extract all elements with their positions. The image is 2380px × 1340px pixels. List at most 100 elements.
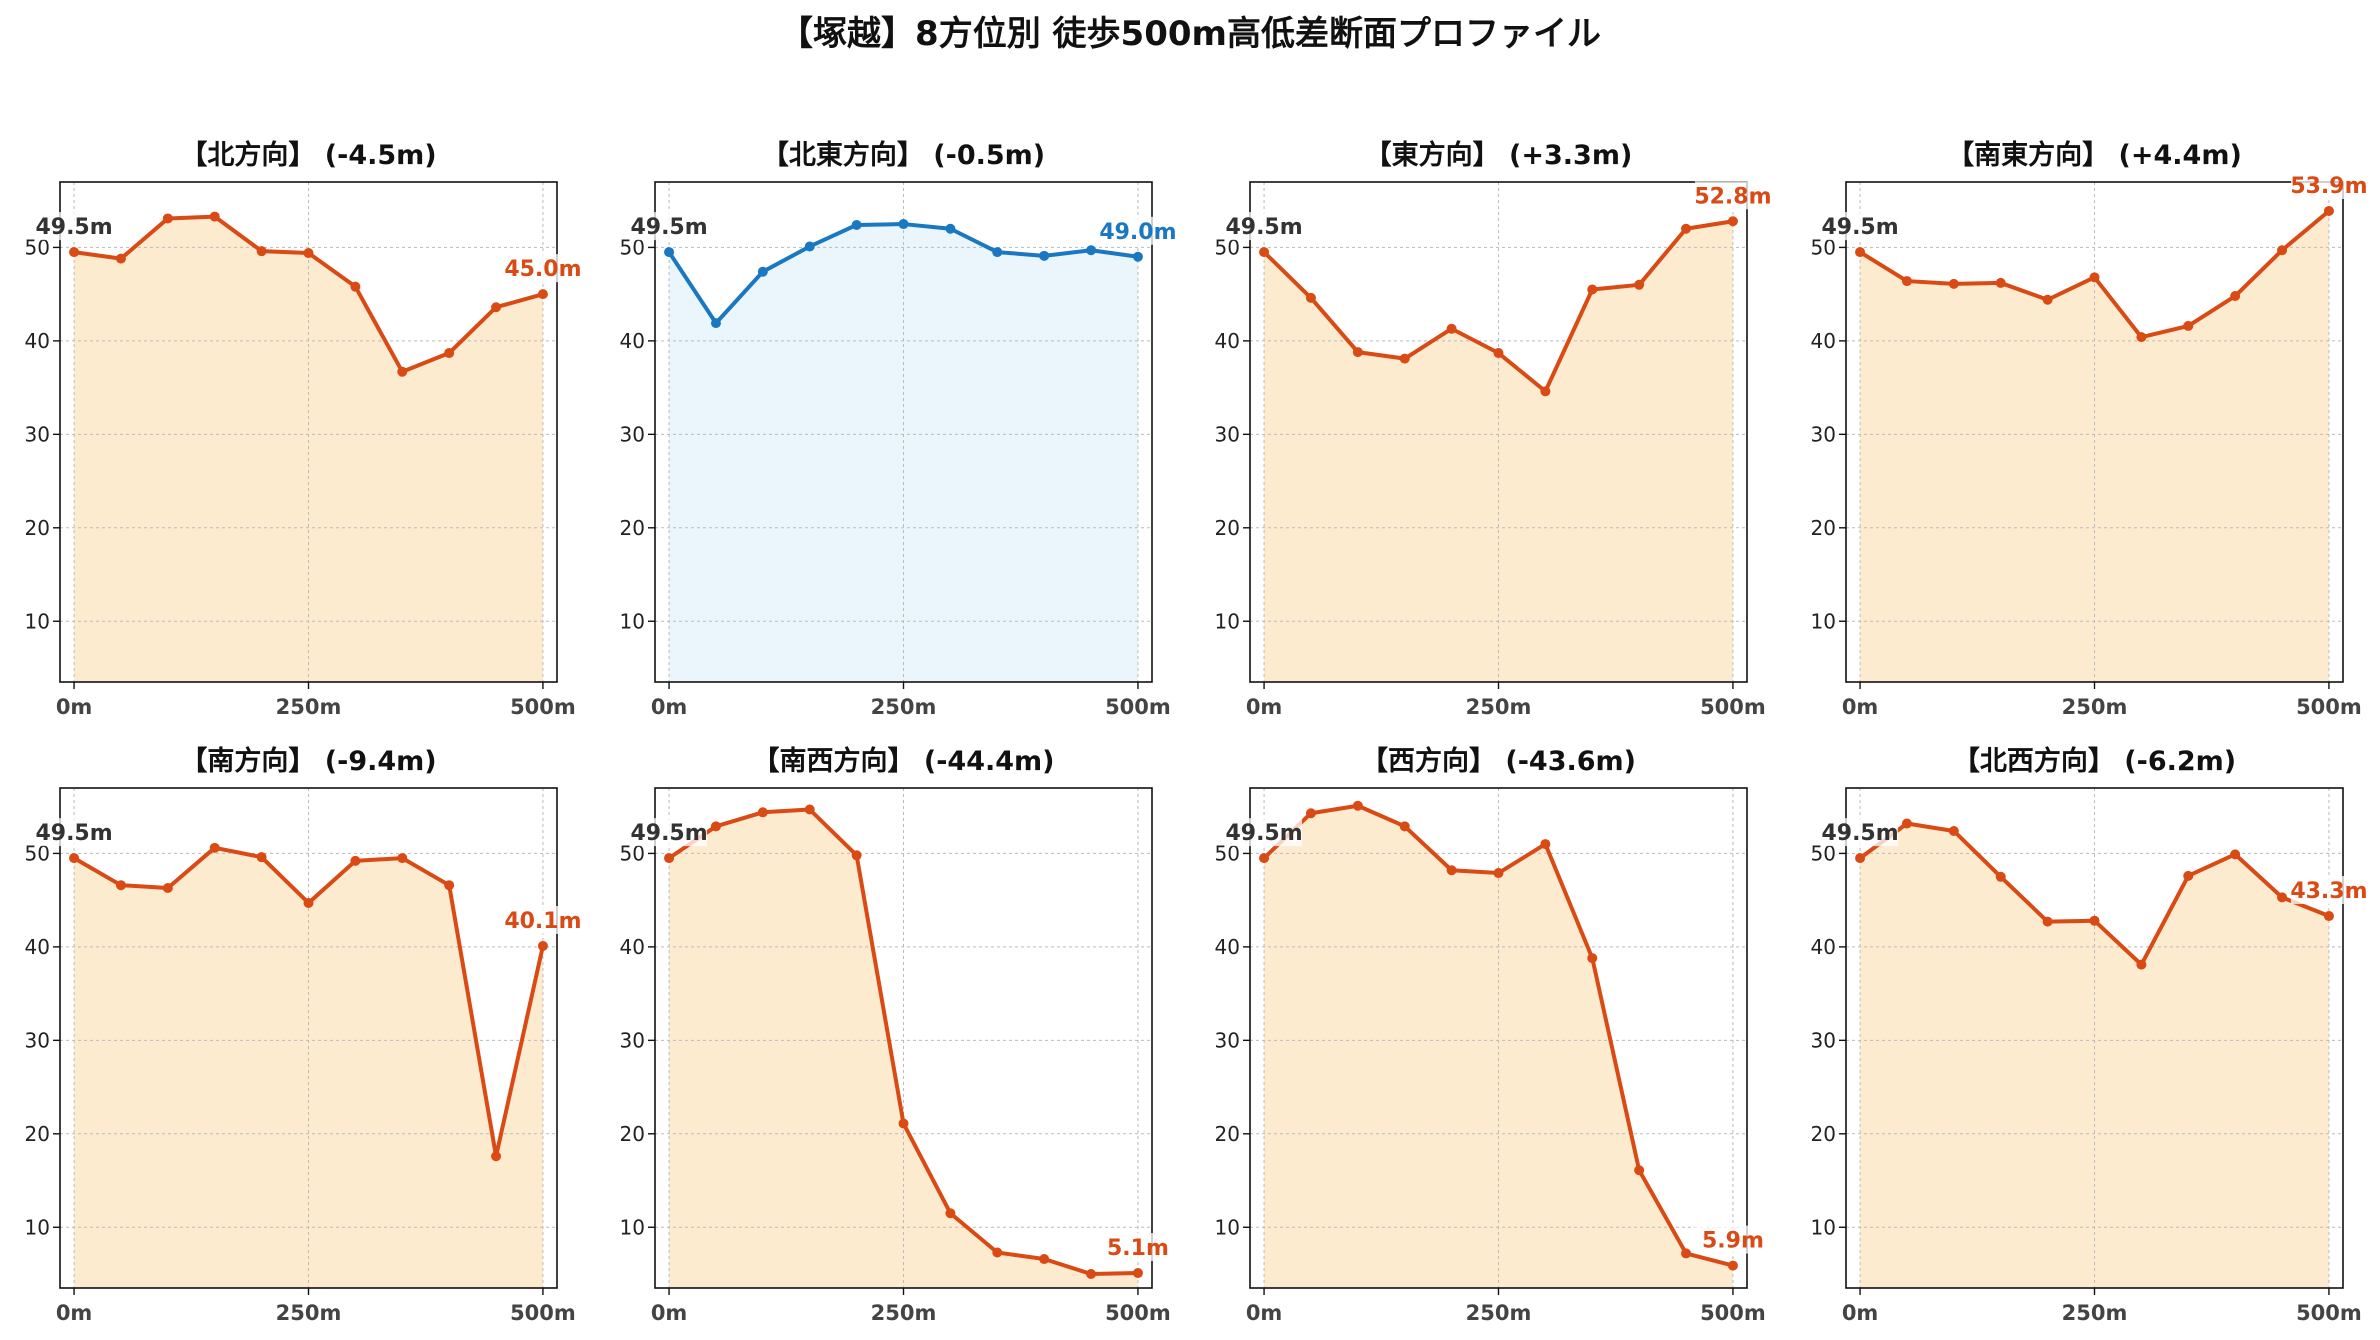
- start-label-bg: [36, 818, 113, 847]
- x-tick-label: 500m: [510, 695, 576, 719]
- x-tick-label: 500m: [2296, 695, 2362, 719]
- x-tick-label: 0m: [1842, 1301, 1879, 1325]
- end-label: 53.9m: [2290, 174, 2367, 199]
- data-point: [2042, 294, 2053, 305]
- panel-title: 【北西方向】 (-6.2m): [1953, 745, 2236, 777]
- data-point: [1446, 323, 1457, 334]
- data-point: [1132, 251, 1143, 262]
- data-point: [2323, 911, 2334, 922]
- x-tick-label: 250m: [871, 1301, 937, 1325]
- end-label-bg: [504, 905, 581, 934]
- y-tick-label: 10: [25, 1215, 50, 1239]
- data-point: [992, 1247, 1003, 1258]
- y-tick-label: 10: [1811, 1215, 1836, 1239]
- y-tick-label: 20: [1811, 1122, 1836, 1146]
- x-tick-label: 0m: [56, 695, 93, 719]
- data-point: [1634, 279, 1645, 290]
- y-tick-label: 30: [620, 422, 645, 446]
- end-label-bg: [1694, 181, 1771, 210]
- data-point: [851, 850, 862, 861]
- start-label: 49.5m: [1225, 821, 1302, 846]
- y-tick-label: 40: [1215, 329, 1240, 353]
- data-point: [1681, 1248, 1692, 1259]
- data-point: [757, 807, 768, 818]
- x-tick-label: 500m: [1700, 695, 1766, 719]
- y-tick-label: 30: [1215, 1028, 1240, 1052]
- data-point: [69, 853, 80, 864]
- start-label: 49.5m: [1821, 215, 1898, 240]
- data-point: [710, 821, 721, 832]
- panel-title: 【北東方向】 (-0.5m): [762, 139, 1045, 171]
- data-point: [537, 289, 548, 300]
- data-point: [537, 940, 548, 951]
- data-point: [303, 248, 314, 259]
- profile-area: [74, 216, 543, 682]
- data-point: [2089, 915, 2100, 926]
- y-tick-label: 30: [620, 1028, 645, 1052]
- data-point: [804, 241, 815, 252]
- y-tick-label: 10: [620, 609, 645, 633]
- data-point: [1039, 1254, 1050, 1265]
- data-point: [1901, 818, 1912, 829]
- data-point: [1493, 348, 1504, 359]
- data-point: [2230, 849, 2241, 860]
- data-point: [491, 302, 502, 313]
- y-tick-label: 40: [25, 329, 50, 353]
- data-point: [115, 880, 126, 891]
- start-label-bg: [1822, 212, 1899, 241]
- end-label: 5.9m: [1702, 1229, 1764, 1254]
- y-tick-label: 20: [620, 1122, 645, 1146]
- start-label-bg: [36, 212, 113, 241]
- data-point: [69, 247, 80, 258]
- data-point: [1305, 808, 1316, 819]
- x-tick-label: 250m: [1466, 1301, 1532, 1325]
- data-point: [1727, 1260, 1738, 1271]
- data-point: [2183, 870, 2194, 881]
- end-label-bg: [2290, 876, 2367, 905]
- x-tick-label: 0m: [56, 1301, 93, 1325]
- data-point: [1855, 247, 1866, 258]
- panel-title: 【東方向】 (+3.3m): [1365, 139, 1633, 171]
- x-tick-label: 250m: [276, 1301, 342, 1325]
- y-tick-label: 20: [1215, 1122, 1240, 1146]
- data-point: [1399, 821, 1410, 832]
- data-point: [1995, 871, 2006, 882]
- panel-title: 【南東方向】 (+4.4m): [1947, 139, 2242, 171]
- data-point: [491, 1151, 502, 1162]
- y-tick-label: 20: [25, 1122, 50, 1146]
- x-tick-label: 500m: [1105, 1301, 1171, 1325]
- data-point: [898, 1118, 909, 1129]
- x-tick-label: 500m: [510, 1301, 576, 1325]
- data-point: [1352, 347, 1363, 358]
- panel-title: 【西方向】 (-43.6m): [1361, 745, 1636, 777]
- data-point: [1587, 284, 1598, 295]
- end-label: 45.0m: [504, 257, 581, 282]
- x-tick-label: 0m: [1246, 1301, 1283, 1325]
- data-point: [1587, 953, 1598, 964]
- data-point: [444, 348, 455, 359]
- panel-title: 【南西方向】 (-44.4m): [752, 745, 1054, 777]
- y-tick-label: 20: [1811, 516, 1836, 540]
- y-tick-label: 30: [1215, 422, 1240, 446]
- y-tick-label: 40: [620, 935, 645, 959]
- x-tick-label: 500m: [1105, 695, 1171, 719]
- start-label-bg: [631, 818, 708, 847]
- start-label: 49.5m: [1821, 821, 1898, 846]
- data-point: [1446, 865, 1457, 876]
- data-point: [2089, 272, 2100, 283]
- y-tick-label: 20: [25, 516, 50, 540]
- data-point: [1305, 292, 1316, 303]
- data-point: [397, 366, 408, 377]
- data-point: [2277, 245, 2288, 256]
- end-label-bg: [1099, 1233, 1176, 1262]
- x-tick-label: 250m: [2062, 695, 2128, 719]
- y-tick-label: 20: [1215, 516, 1240, 540]
- data-point: [710, 318, 721, 329]
- x-tick-label: 250m: [1466, 695, 1532, 719]
- data-point: [2230, 291, 2241, 302]
